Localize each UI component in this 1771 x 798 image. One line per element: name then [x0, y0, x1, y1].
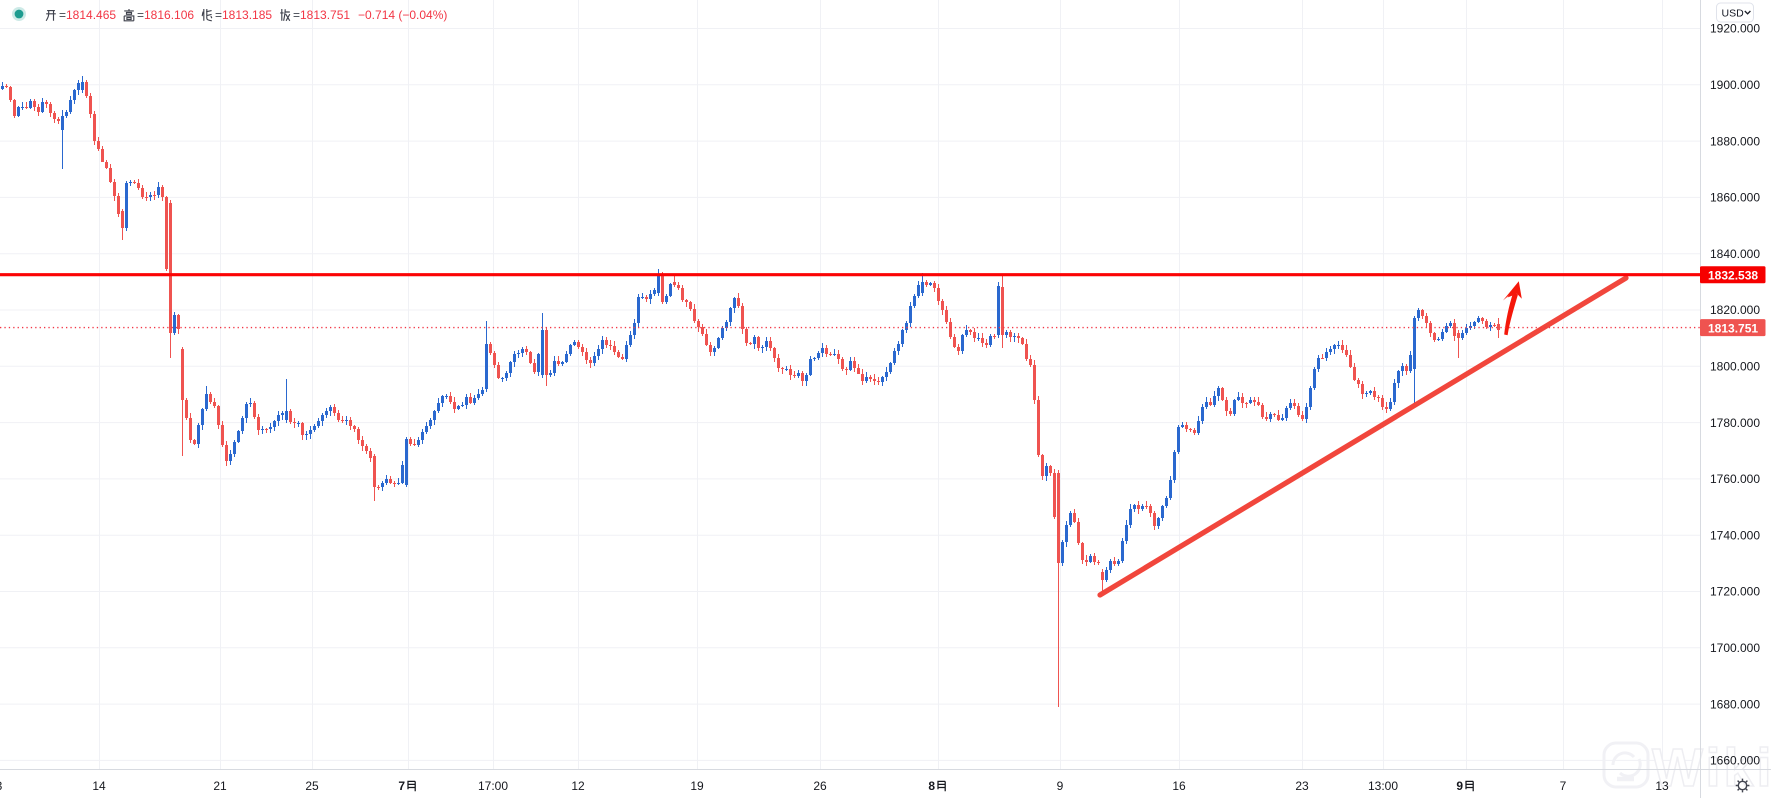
svg-text:1760.000: 1760.000 [1710, 472, 1760, 486]
svg-text:1680.000: 1680.000 [1710, 697, 1760, 711]
svg-text:1880.000: 1880.000 [1710, 134, 1760, 148]
svg-text:16: 16 [1172, 779, 1186, 793]
svg-text:26: 26 [813, 779, 827, 793]
svg-text:21: 21 [213, 779, 227, 793]
svg-text:8: 8 [928, 779, 935, 793]
svg-text:7: 7 [398, 779, 405, 793]
svg-text:=: = [293, 8, 300, 22]
svg-text:1813.751: 1813.751 [300, 8, 350, 22]
svg-text:−0.714 (−0.04%): −0.714 (−0.04%) [358, 8, 447, 22]
svg-text:=: = [137, 8, 144, 22]
svg-text:1820.000: 1820.000 [1710, 303, 1760, 317]
svg-text:USD: USD [1722, 7, 1745, 19]
svg-text:25: 25 [305, 779, 319, 793]
svg-text:9: 9 [1456, 779, 1463, 793]
svg-text:3: 3 [0, 779, 3, 793]
svg-text:1814.465: 1814.465 [66, 8, 116, 22]
svg-text:1813.751: 1813.751 [1708, 321, 1758, 335]
svg-text:19: 19 [690, 779, 704, 793]
svg-text:=: = [215, 8, 222, 22]
svg-text:13: 13 [1655, 779, 1669, 793]
svg-text:1740.000: 1740.000 [1710, 528, 1760, 542]
svg-text:1813.185: 1813.185 [222, 8, 272, 22]
svg-text:9: 9 [1057, 779, 1064, 793]
svg-text:1700.000: 1700.000 [1710, 641, 1760, 655]
svg-text:1816.106: 1816.106 [144, 8, 194, 22]
svg-text:7: 7 [1560, 779, 1567, 793]
svg-text:1840.000: 1840.000 [1710, 247, 1760, 261]
svg-text:1860.000: 1860.000 [1710, 191, 1760, 205]
svg-text:WikiFX: WikiFX [1652, 738, 1771, 798]
svg-text:13:00: 13:00 [1368, 779, 1398, 793]
svg-text:1660.000: 1660.000 [1710, 754, 1760, 768]
svg-text:1920.000: 1920.000 [1710, 22, 1760, 36]
svg-text:1900.000: 1900.000 [1710, 78, 1760, 92]
svg-text:1720.000: 1720.000 [1710, 585, 1760, 599]
svg-text:1780.000: 1780.000 [1710, 416, 1760, 430]
svg-text:1832.538: 1832.538 [1708, 268, 1758, 282]
svg-text:12: 12 [571, 779, 585, 793]
svg-text:1800.000: 1800.000 [1710, 360, 1760, 374]
svg-text:17:00: 17:00 [478, 779, 508, 793]
svg-text:=: = [59, 8, 66, 22]
svg-text:23: 23 [1295, 779, 1309, 793]
svg-text:14: 14 [92, 779, 106, 793]
